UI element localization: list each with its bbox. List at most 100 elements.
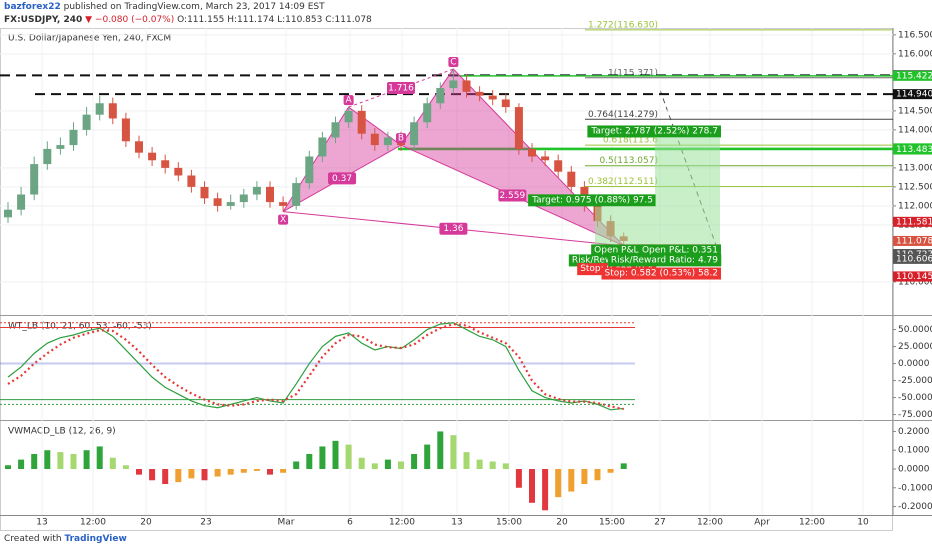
y-tick-label: -75.0000 [898, 410, 932, 420]
price-badge [893, 216, 932, 227]
candle-body [475, 91, 484, 96]
y-tick-label: -25.0000 [898, 376, 932, 386]
price-badge-label: 110.606 [896, 254, 932, 264]
macd-bar [214, 469, 221, 477]
x-tick-label: 15:00 [599, 518, 625, 528]
y-tick-label: 0.1000 [898, 446, 930, 456]
y-tick-label: 112.500 [898, 182, 932, 192]
stop-label: Stop: 0.582 (0.53%) 58.2 [605, 269, 719, 279]
macd-bar [437, 431, 444, 469]
x-tick-label: 13 [36, 518, 47, 528]
candle-body [148, 152, 157, 161]
candle-body [410, 122, 419, 146]
candle-body [501, 99, 510, 108]
candle-body [357, 110, 366, 134]
candle-body [82, 114, 91, 130]
chart-title: U.S. Dollar/Japanese Yen, 240, FXCM [8, 34, 171, 44]
ratio-box [328, 172, 357, 185]
point-box [448, 57, 459, 68]
y-tick-label: -50.0000 [898, 393, 932, 403]
candle-body [541, 156, 550, 161]
candle-body [266, 186, 274, 203]
candle-body [383, 137, 392, 146]
macd-title: VWMACD_LB (12, 26, 9) [8, 427, 116, 437]
macd-bar [411, 453, 418, 469]
x-tick-label: 20 [556, 518, 568, 528]
macd-bar [136, 469, 142, 475]
candle-body [462, 80, 471, 92]
x-tick-label: 6 [347, 518, 353, 528]
wt-line [7, 322, 624, 411]
macd-bar [122, 465, 129, 469]
x-tick-label: 20 [140, 518, 152, 528]
macd-bar [581, 469, 588, 485]
candle-body [95, 103, 104, 115]
candle-body [30, 164, 39, 195]
candle-body [423, 103, 432, 123]
candle-body [121, 118, 130, 142]
macd-bar [83, 450, 90, 469]
macd-bar [450, 435, 457, 469]
price-badge [893, 89, 932, 100]
candle-body [567, 171, 576, 187]
symbol: FX:USDJPY, 240 [4, 15, 83, 25]
y-tick-label: -0.2000 [898, 502, 932, 512]
macd-bar [384, 459, 391, 469]
candle-body [318, 137, 327, 157]
price-badge [893, 253, 932, 264]
macd-bar [57, 452, 64, 469]
x-tick-label: 15:00 [496, 518, 522, 528]
stop-label-bg [601, 267, 721, 280]
x-tick-label: 12:00 [389, 518, 415, 528]
candle-body [226, 202, 235, 206]
candle-body [200, 186, 209, 199]
macd-bar [555, 469, 562, 498]
macd-bar [529, 469, 535, 503]
candle-body [305, 156, 314, 184]
point-box [278, 214, 289, 225]
brand[interactable]: TradingView [64, 534, 127, 544]
y-tick-label: 116.500 [898, 30, 932, 40]
macd-bar [371, 463, 378, 469]
candle-body [528, 148, 536, 157]
ratio-box [387, 82, 415, 95]
ratio-label: 1.716 [388, 84, 414, 94]
x-tick-label: 27 [654, 518, 665, 528]
fib-label: 0.5(113.057) [599, 156, 658, 166]
macd-bar [620, 463, 627, 469]
y-tick-label: 50.0000 [898, 325, 932, 335]
y-tick-label: 0.0000 [898, 359, 930, 369]
y-tick-label: 116.000 [898, 49, 932, 59]
point-label: A [346, 96, 353, 106]
macd-bar [5, 465, 11, 469]
candle-body [56, 145, 65, 149]
ratio-label: 0.37 [332, 174, 352, 184]
macd-bar [162, 469, 169, 485]
candle-body [135, 141, 143, 153]
macd-bar [149, 469, 156, 481]
macd-bar [31, 453, 38, 469]
macd-bar [607, 469, 614, 473]
point-label: B [398, 134, 404, 144]
point-label: X [280, 215, 286, 225]
user[interactable]: bazforex22 [4, 2, 61, 12]
price-badge [893, 70, 932, 81]
ratio-label: 1.36 [443, 224, 463, 234]
macd-bar [424, 444, 431, 469]
change: ▼ −0.080 (−0.07%) [85, 15, 175, 25]
y-tick-label: 25.0000 [898, 342, 932, 352]
macd-bar [109, 457, 116, 469]
macd-bar [70, 453, 77, 469]
point-box [396, 133, 406, 144]
macd-bar [44, 450, 51, 469]
macd-bar [398, 461, 404, 469]
target-zone [655, 137, 720, 244]
macd-bar [253, 469, 260, 471]
point-label: C [450, 58, 456, 68]
y-tick-label: 114.500 [898, 106, 932, 116]
fib-label: 0.618(113.6 [603, 136, 658, 146]
published: published on TradingView.com, March 23, … [63, 2, 325, 12]
price-badge [893, 235, 932, 246]
macd-bar [280, 469, 287, 473]
